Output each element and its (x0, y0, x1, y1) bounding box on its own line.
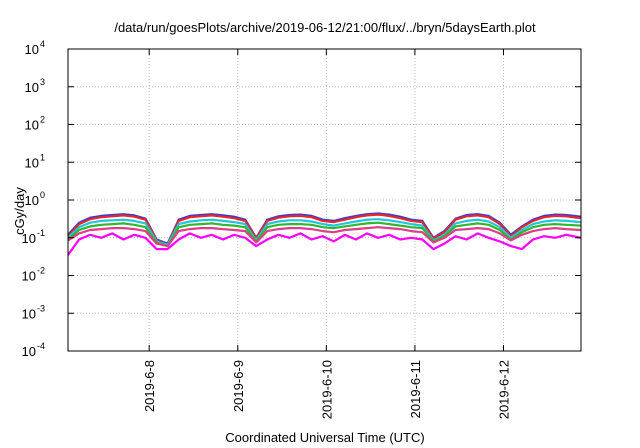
y-tick-exponent: 4 (40, 39, 45, 49)
y-tick-label: 10-2 (22, 266, 45, 284)
x-tick-label: 2019-6-8 (142, 360, 157, 412)
y-tick-label: 104 (25, 39, 45, 57)
y-tick-label: 101 (25, 152, 45, 170)
series-line-3 (67, 218, 582, 246)
y-tick-exponent: 2 (40, 115, 45, 125)
y-tick-label: 10-4 (22, 341, 45, 359)
x-tick-label: 2019-6-10 (319, 360, 334, 419)
series-line-6 (67, 232, 582, 256)
y-tick-exponent: -3 (37, 303, 45, 313)
x-axis-label: Coordinated Universal Time (UTC) (225, 430, 424, 445)
series-line-5 (67, 226, 582, 248)
y-tick-exponent: -2 (37, 266, 45, 276)
plot-frame (67, 48, 582, 352)
y-tick-exponent: -4 (37, 341, 45, 351)
y-tick-exponent: 0 (40, 190, 45, 200)
y-tick-exponent: -1 (37, 228, 45, 238)
chart-title: /data/run/goesPlots/archive/2019-06-12/2… (114, 20, 536, 35)
x-tick-label: 2019-6-9 (231, 360, 246, 412)
y-tick-exponent: 1 (40, 152, 45, 162)
y-tick-label: 100 (25, 190, 45, 208)
x-tick-label: 2019-6-11 (408, 360, 423, 418)
y-tick-label: 102 (25, 115, 45, 133)
y-axis-label: cGy/day (12, 187, 27, 235)
series-layer (67, 212, 582, 256)
y-tick-exponent: 3 (40, 77, 45, 87)
y-tick-label: 103 (25, 77, 45, 95)
y-tick-label: 10-3 (22, 303, 45, 321)
x-tick-label: 2019-6-12 (496, 360, 511, 419)
series-line-4 (67, 221, 582, 248)
grid (68, 49, 581, 351)
